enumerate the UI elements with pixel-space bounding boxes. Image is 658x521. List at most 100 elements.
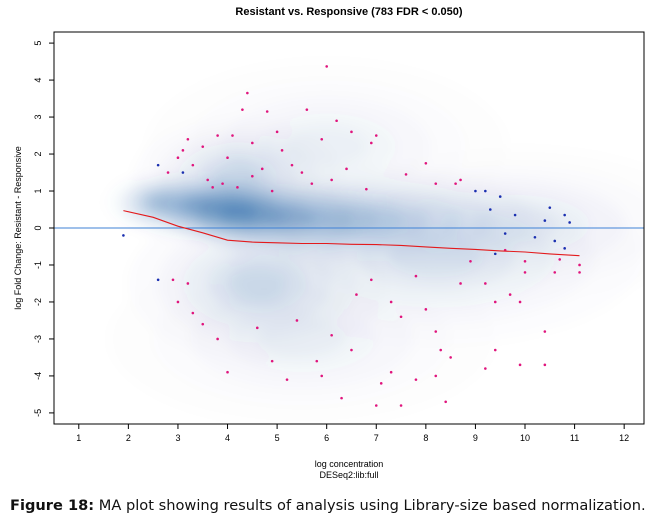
blue-data-point [543, 219, 547, 222]
significant-data-point [211, 186, 214, 189]
blue-data-point [156, 278, 160, 282]
significant-data-point [578, 271, 581, 274]
significant-data-point [330, 333, 333, 337]
significant-data-point [325, 65, 328, 68]
significant-data-point [251, 141, 254, 145]
significant-data-point [201, 145, 205, 148]
significant-data-point [300, 171, 304, 174]
significant-data-point [365, 187, 368, 191]
x-tick-label: 6 [324, 433, 329, 443]
significant-data-point [335, 119, 338, 123]
significant-data-point [231, 134, 234, 137]
significant-data-point [350, 348, 353, 352]
y-tick-label: -1 [33, 261, 43, 269]
significant-data-point [444, 400, 447, 404]
y-tick-label: 5 [33, 41, 43, 46]
significant-data-point [508, 293, 512, 296]
significant-data-point [484, 367, 487, 370]
x-tick-label: 10 [520, 433, 530, 443]
y-tick-label: -2 [33, 298, 43, 306]
x-tick-label: 8 [423, 433, 428, 443]
x-axis-label: log concentration [315, 459, 384, 469]
x-tick-label: 5 [275, 433, 280, 443]
density-blob [470, 206, 560, 243]
significant-data-point [518, 363, 522, 367]
density-blob [227, 265, 288, 302]
ma-plot-chart: Resistant vs. Responsive (783 FDR < 0.05… [13, 6, 645, 480]
significant-data-point [320, 137, 324, 141]
blue-data-point [503, 232, 507, 235]
blue-data-point [484, 189, 487, 193]
significant-data-point [166, 171, 170, 174]
significant-data-point [578, 263, 581, 267]
trend-line [123, 210, 580, 257]
density-blob [213, 162, 262, 190]
blue-data-point [489, 208, 492, 211]
density-blob [146, 195, 171, 209]
significant-data-point [449, 356, 452, 359]
significant-data-point [469, 259, 472, 263]
significant-data-point [404, 173, 408, 176]
significant-data-point [543, 363, 547, 367]
figure-caption: Figure 18: MA plot showing results of an… [10, 497, 650, 514]
significant-data-point [374, 134, 378, 137]
blue-data-point [563, 213, 566, 217]
significant-data-point [270, 359, 274, 363]
y-tick-label: 2 [33, 152, 43, 157]
significant-data-point [379, 382, 383, 385]
x-tick-label: 11 [570, 433, 579, 443]
significant-data-point [355, 293, 358, 296]
significant-data-point [345, 167, 348, 171]
blue-data-point [498, 195, 502, 198]
x-tick-label: 2 [126, 433, 131, 443]
significant-data-point [176, 300, 180, 304]
significant-data-point [434, 182, 438, 185]
blue-data-point [156, 163, 160, 167]
significant-data-point [246, 91, 249, 95]
x-tick-label: 1 [76, 433, 81, 443]
significant-data-point [454, 182, 457, 185]
blue-data-point [493, 252, 497, 256]
density-blob [257, 319, 346, 359]
caption-text: MA plot showing results of analysis usin… [94, 497, 646, 514]
x-tick-label: 4 [225, 433, 230, 443]
significant-data-point [523, 259, 527, 263]
significant-data-point [553, 271, 557, 274]
significant-data-point [543, 330, 547, 333]
significant-data-point [226, 370, 229, 374]
significant-data-point [290, 163, 294, 167]
blue-data-point [568, 221, 571, 224]
significant-data-point [255, 326, 259, 330]
blue-data-point [513, 213, 517, 217]
density-cloud [118, 127, 560, 359]
y-tick-label: -3 [33, 335, 43, 343]
significant-data-point [310, 182, 314, 185]
significant-data-point [558, 258, 562, 261]
x-axis: 1 2 3 4 5 6 7 8 9 10 11 12 [76, 424, 629, 443]
significant-data-point [295, 319, 299, 322]
x-tick-label: 9 [473, 433, 478, 443]
significant-data-point [241, 108, 244, 111]
significant-data-point [389, 370, 393, 374]
significant-data-point [330, 178, 333, 182]
caption-label: Figure 18: [10, 497, 95, 514]
significant-data-point [370, 141, 373, 145]
blue-data-point [533, 235, 537, 239]
significant-data-point [399, 315, 403, 319]
significant-data-point [285, 378, 289, 381]
significant-data-point [320, 374, 324, 378]
significant-data-point [226, 156, 229, 160]
significant-data-point [414, 378, 418, 381]
significant-data-point [340, 396, 343, 400]
significant-points [122, 65, 581, 407]
significant-data-point [236, 186, 239, 189]
x-tick-label: 12 [619, 433, 629, 443]
density-blob [327, 208, 406, 233]
significant-data-point [424, 161, 428, 165]
significant-data-point [434, 374, 438, 378]
significant-data-point [186, 137, 190, 141]
density-blob [285, 127, 368, 167]
significant-data-point [275, 130, 279, 134]
significant-data-point [216, 337, 219, 341]
